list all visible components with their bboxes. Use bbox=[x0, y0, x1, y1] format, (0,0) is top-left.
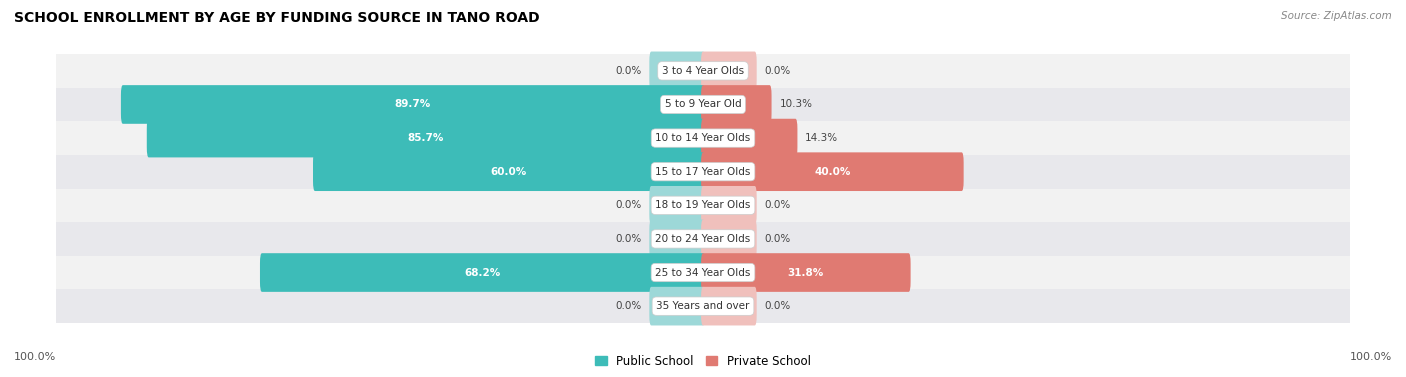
FancyBboxPatch shape bbox=[702, 186, 756, 225]
Text: 60.0%: 60.0% bbox=[491, 167, 527, 177]
FancyBboxPatch shape bbox=[702, 287, 756, 325]
FancyBboxPatch shape bbox=[702, 219, 756, 258]
Bar bbox=[44, 289, 1362, 323]
Text: 10.3%: 10.3% bbox=[779, 100, 813, 109]
FancyBboxPatch shape bbox=[702, 152, 963, 191]
Text: 89.7%: 89.7% bbox=[395, 100, 432, 109]
Text: 0.0%: 0.0% bbox=[765, 66, 790, 76]
Text: Source: ZipAtlas.com: Source: ZipAtlas.com bbox=[1281, 11, 1392, 21]
Text: 31.8%: 31.8% bbox=[787, 268, 824, 277]
Text: 14.3%: 14.3% bbox=[806, 133, 838, 143]
Bar bbox=[44, 222, 1362, 256]
Text: 100.0%: 100.0% bbox=[14, 352, 56, 362]
Bar bbox=[44, 88, 1362, 121]
Bar bbox=[44, 155, 1362, 188]
Text: 0.0%: 0.0% bbox=[765, 200, 790, 210]
FancyBboxPatch shape bbox=[121, 85, 704, 124]
FancyBboxPatch shape bbox=[650, 287, 704, 325]
Text: 40.0%: 40.0% bbox=[814, 167, 851, 177]
Text: 0.0%: 0.0% bbox=[616, 200, 641, 210]
FancyBboxPatch shape bbox=[702, 52, 756, 90]
Text: 10 to 14 Year Olds: 10 to 14 Year Olds bbox=[655, 133, 751, 143]
FancyBboxPatch shape bbox=[702, 253, 911, 292]
Text: 0.0%: 0.0% bbox=[616, 301, 641, 311]
FancyBboxPatch shape bbox=[314, 152, 704, 191]
Text: 0.0%: 0.0% bbox=[616, 234, 641, 244]
Text: 20 to 24 Year Olds: 20 to 24 Year Olds bbox=[655, 234, 751, 244]
Bar bbox=[44, 188, 1362, 222]
FancyBboxPatch shape bbox=[146, 119, 704, 158]
Text: 68.2%: 68.2% bbox=[464, 268, 501, 277]
Bar bbox=[44, 256, 1362, 289]
FancyBboxPatch shape bbox=[650, 219, 704, 258]
Bar bbox=[44, 54, 1362, 88]
FancyBboxPatch shape bbox=[650, 186, 704, 225]
Text: 15 to 17 Year Olds: 15 to 17 Year Olds bbox=[655, 167, 751, 177]
FancyBboxPatch shape bbox=[702, 119, 797, 158]
Text: 0.0%: 0.0% bbox=[616, 66, 641, 76]
FancyBboxPatch shape bbox=[650, 52, 704, 90]
Text: 0.0%: 0.0% bbox=[765, 301, 790, 311]
Text: 85.7%: 85.7% bbox=[408, 133, 444, 143]
Text: 5 to 9 Year Old: 5 to 9 Year Old bbox=[665, 100, 741, 109]
Text: 35 Years and over: 35 Years and over bbox=[657, 301, 749, 311]
Text: 25 to 34 Year Olds: 25 to 34 Year Olds bbox=[655, 268, 751, 277]
Legend: Public School, Private School: Public School, Private School bbox=[591, 350, 815, 372]
FancyBboxPatch shape bbox=[702, 85, 772, 124]
Bar bbox=[44, 121, 1362, 155]
Text: 0.0%: 0.0% bbox=[765, 234, 790, 244]
FancyBboxPatch shape bbox=[260, 253, 704, 292]
Text: SCHOOL ENROLLMENT BY AGE BY FUNDING SOURCE IN TANO ROAD: SCHOOL ENROLLMENT BY AGE BY FUNDING SOUR… bbox=[14, 11, 540, 25]
Text: 18 to 19 Year Olds: 18 to 19 Year Olds bbox=[655, 200, 751, 210]
Text: 100.0%: 100.0% bbox=[1350, 352, 1392, 362]
Text: 3 to 4 Year Olds: 3 to 4 Year Olds bbox=[662, 66, 744, 76]
